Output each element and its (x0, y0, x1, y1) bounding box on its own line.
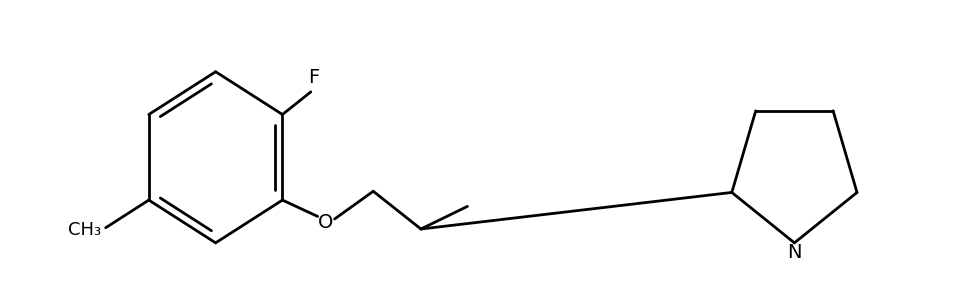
Text: CH₃: CH₃ (68, 221, 102, 239)
Text: O: O (318, 213, 333, 232)
Text: N: N (788, 243, 801, 262)
Text: F: F (308, 68, 320, 87)
